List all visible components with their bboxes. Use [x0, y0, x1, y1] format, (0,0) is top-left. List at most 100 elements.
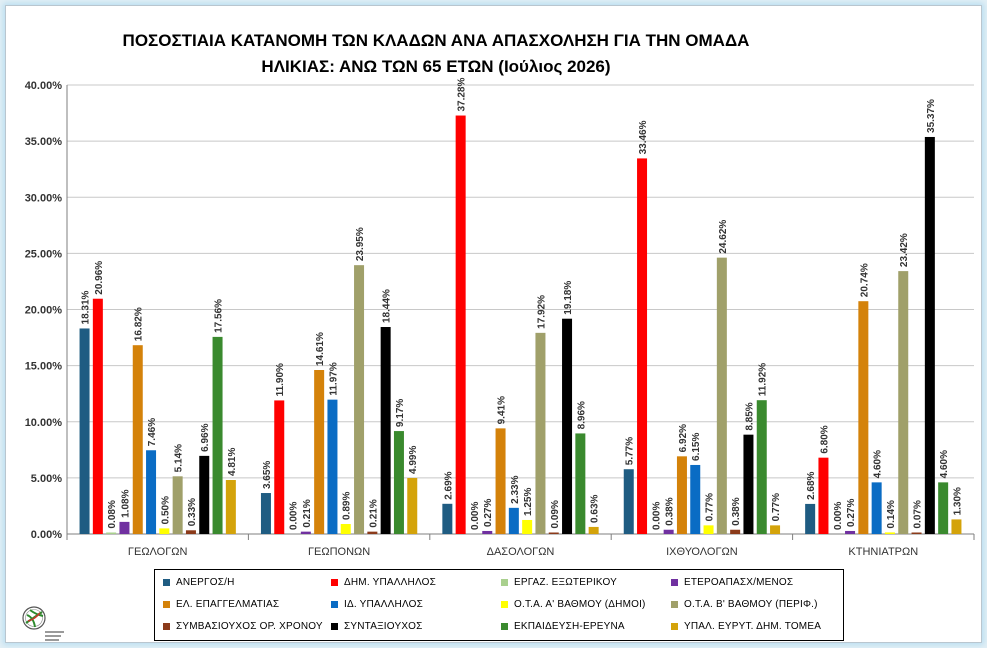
data-label: 18.44% [382, 289, 393, 323]
bar [380, 327, 391, 534]
data-label: 0.27% [846, 499, 857, 527]
data-label: 17.56% [214, 299, 225, 333]
bar [340, 524, 351, 534]
data-label: 35.37% [926, 99, 937, 133]
data-label: 2.68% [806, 471, 817, 499]
bar [172, 476, 183, 534]
bar [818, 457, 829, 534]
data-label: 33.46% [638, 120, 649, 154]
data-label: 1.30% [952, 487, 963, 515]
legend-swatch [501, 601, 508, 608]
y-tick-label: 15.00% [25, 361, 63, 373]
data-label: 8.96% [576, 401, 587, 429]
bar [260, 493, 271, 534]
bar [690, 464, 701, 534]
bar [676, 456, 687, 534]
y-tick-label: 40.00% [25, 80, 63, 92]
data-label: 5.14% [174, 444, 185, 472]
data-label: 1.25% [523, 488, 534, 516]
legend-label: Ο.Τ.Α. Β' ΒΑΘΜΟΥ (ΠΕΡΙΦ.) [684, 599, 818, 610]
data-label: 0.00% [289, 502, 300, 530]
data-label: 11.92% [758, 363, 769, 396]
bar [884, 532, 895, 534]
legend-label: ΣΥΜΒΑΣΙΟΥΧΟΣ ΟΡ. ΧΡΟΝΟΥ [176, 621, 323, 632]
bar [367, 531, 378, 534]
y-tick-label: 25.00% [25, 248, 63, 260]
data-label: 8.85% [744, 402, 755, 430]
chart-title-line-1: ΠΟΣΟΣΤΙΑΙΑ ΚΑΤΑΝΟΜΗ ΤΩΝ ΚΛΑΔΩΝ ΑΝΑ ΑΠΑΣΧ… [122, 31, 750, 50]
data-label: 0.38% [665, 497, 676, 525]
data-label: 6.80% [819, 425, 830, 453]
data-label: 20.74% [859, 263, 870, 297]
x-category-label: ΔΑΣΟΛΟΓΩΝ [487, 546, 555, 558]
y-tick-label: 0.00% [31, 529, 62, 541]
bar [898, 271, 909, 534]
legend-label: ΕΤΕΡΟΑΠΑΣΧ/ΜΕΝΟΣ [684, 577, 794, 588]
bar [79, 328, 90, 534]
bar [212, 336, 223, 534]
data-label: 0.33% [187, 498, 198, 526]
data-label: 7.46% [147, 418, 158, 446]
data-label: 0.38% [731, 497, 742, 525]
x-category-label: ΙΧΘΥΟΛΟΓΩΝ [666, 546, 738, 558]
bar [637, 158, 648, 534]
bar [354, 265, 365, 534]
legend-swatch [331, 579, 338, 586]
legend-label: ΥΠΑΛ. ΕΥΡΥΤ. ΔΗΜ. ΤΟΜΕΑ [684, 621, 822, 632]
chart-frame: 0.00% 5.00% 10.00% 15.00% 20.00% 25.00% 30.00%… [5, 5, 982, 643]
data-label: 0.77% [705, 493, 716, 521]
data-label: 20.96% [94, 261, 105, 295]
data-label: 0.08% [107, 500, 118, 528]
y-tick-label: 35.00% [25, 136, 63, 148]
legend-swatch [331, 601, 338, 608]
data-label: 0.77% [771, 493, 782, 521]
bar [522, 519, 533, 534]
legend-label: ΙΔ. ΥΠΑΛΛΗΛΟΣ [344, 599, 424, 610]
bar [159, 528, 170, 534]
legend-swatch [671, 579, 678, 586]
bar [756, 400, 767, 534]
x-category-label: ΓΕΩΠΟΝΩΝ [308, 546, 370, 558]
bar [858, 301, 869, 534]
legend-swatch [671, 601, 678, 608]
data-label: 0.07% [913, 500, 924, 528]
data-label: 24.62% [718, 220, 729, 254]
data-label: 4.60% [873, 450, 884, 478]
chart-title: ΠΟΣΟΣΤΙΑΙΑ ΚΑΤΑΝΟΜΗ ΤΩΝ ΚΛΑΔΩΝ ΑΝΑ ΑΠΑΣΧ… [56, 28, 816, 80]
data-label: 2.33% [510, 475, 521, 503]
data-label: 9.41% [497, 396, 508, 424]
legend-label: ΕΛ. ΕΠΑΓΓΕΛΜΑΤΙΑΣ [176, 599, 280, 610]
legend-label: ΕΚΠΑΙΔΕΥΣΗ-ΕΡΕΥΝΑ [514, 621, 625, 632]
data-label: 4.81% [227, 448, 238, 476]
data-label: 6.15% [691, 433, 702, 461]
data-label: 3.65% [262, 461, 273, 489]
data-label: 9.17% [395, 399, 406, 427]
bar [548, 532, 559, 534]
bar [455, 115, 466, 535]
legend-label: ΑΝΕΡΓΟΣ/Η [176, 577, 235, 588]
x-category-label: ΚΤΗΝΙΑΤΡΩΝ [848, 546, 918, 558]
bar [562, 318, 573, 534]
bar [508, 507, 519, 534]
bar [274, 400, 285, 534]
data-label: 0.21% [368, 499, 379, 527]
bar [314, 370, 325, 534]
y-tick-label: 5.00% [31, 473, 62, 485]
bar [92, 298, 103, 534]
bar [805, 503, 816, 534]
bar [199, 455, 210, 534]
data-label: 11.97% [328, 362, 339, 395]
data-label: 6.92% [678, 424, 689, 452]
bar [845, 530, 856, 534]
data-label: 2.69% [443, 471, 454, 499]
data-label: 19.18% [563, 281, 574, 315]
data-label: 6.96% [200, 423, 211, 451]
bar [495, 428, 506, 534]
data-label: 0.14% [886, 500, 897, 528]
data-label: 18.31% [81, 290, 92, 324]
data-label: 0.00% [833, 502, 844, 530]
legend-label: ΔΗΜ. ΥΠΑΛΛΗΛΟΣ [344, 577, 436, 588]
y-tick-label: 10.00% [25, 417, 63, 429]
data-label: 0.63% [590, 494, 601, 522]
bar [924, 136, 935, 535]
